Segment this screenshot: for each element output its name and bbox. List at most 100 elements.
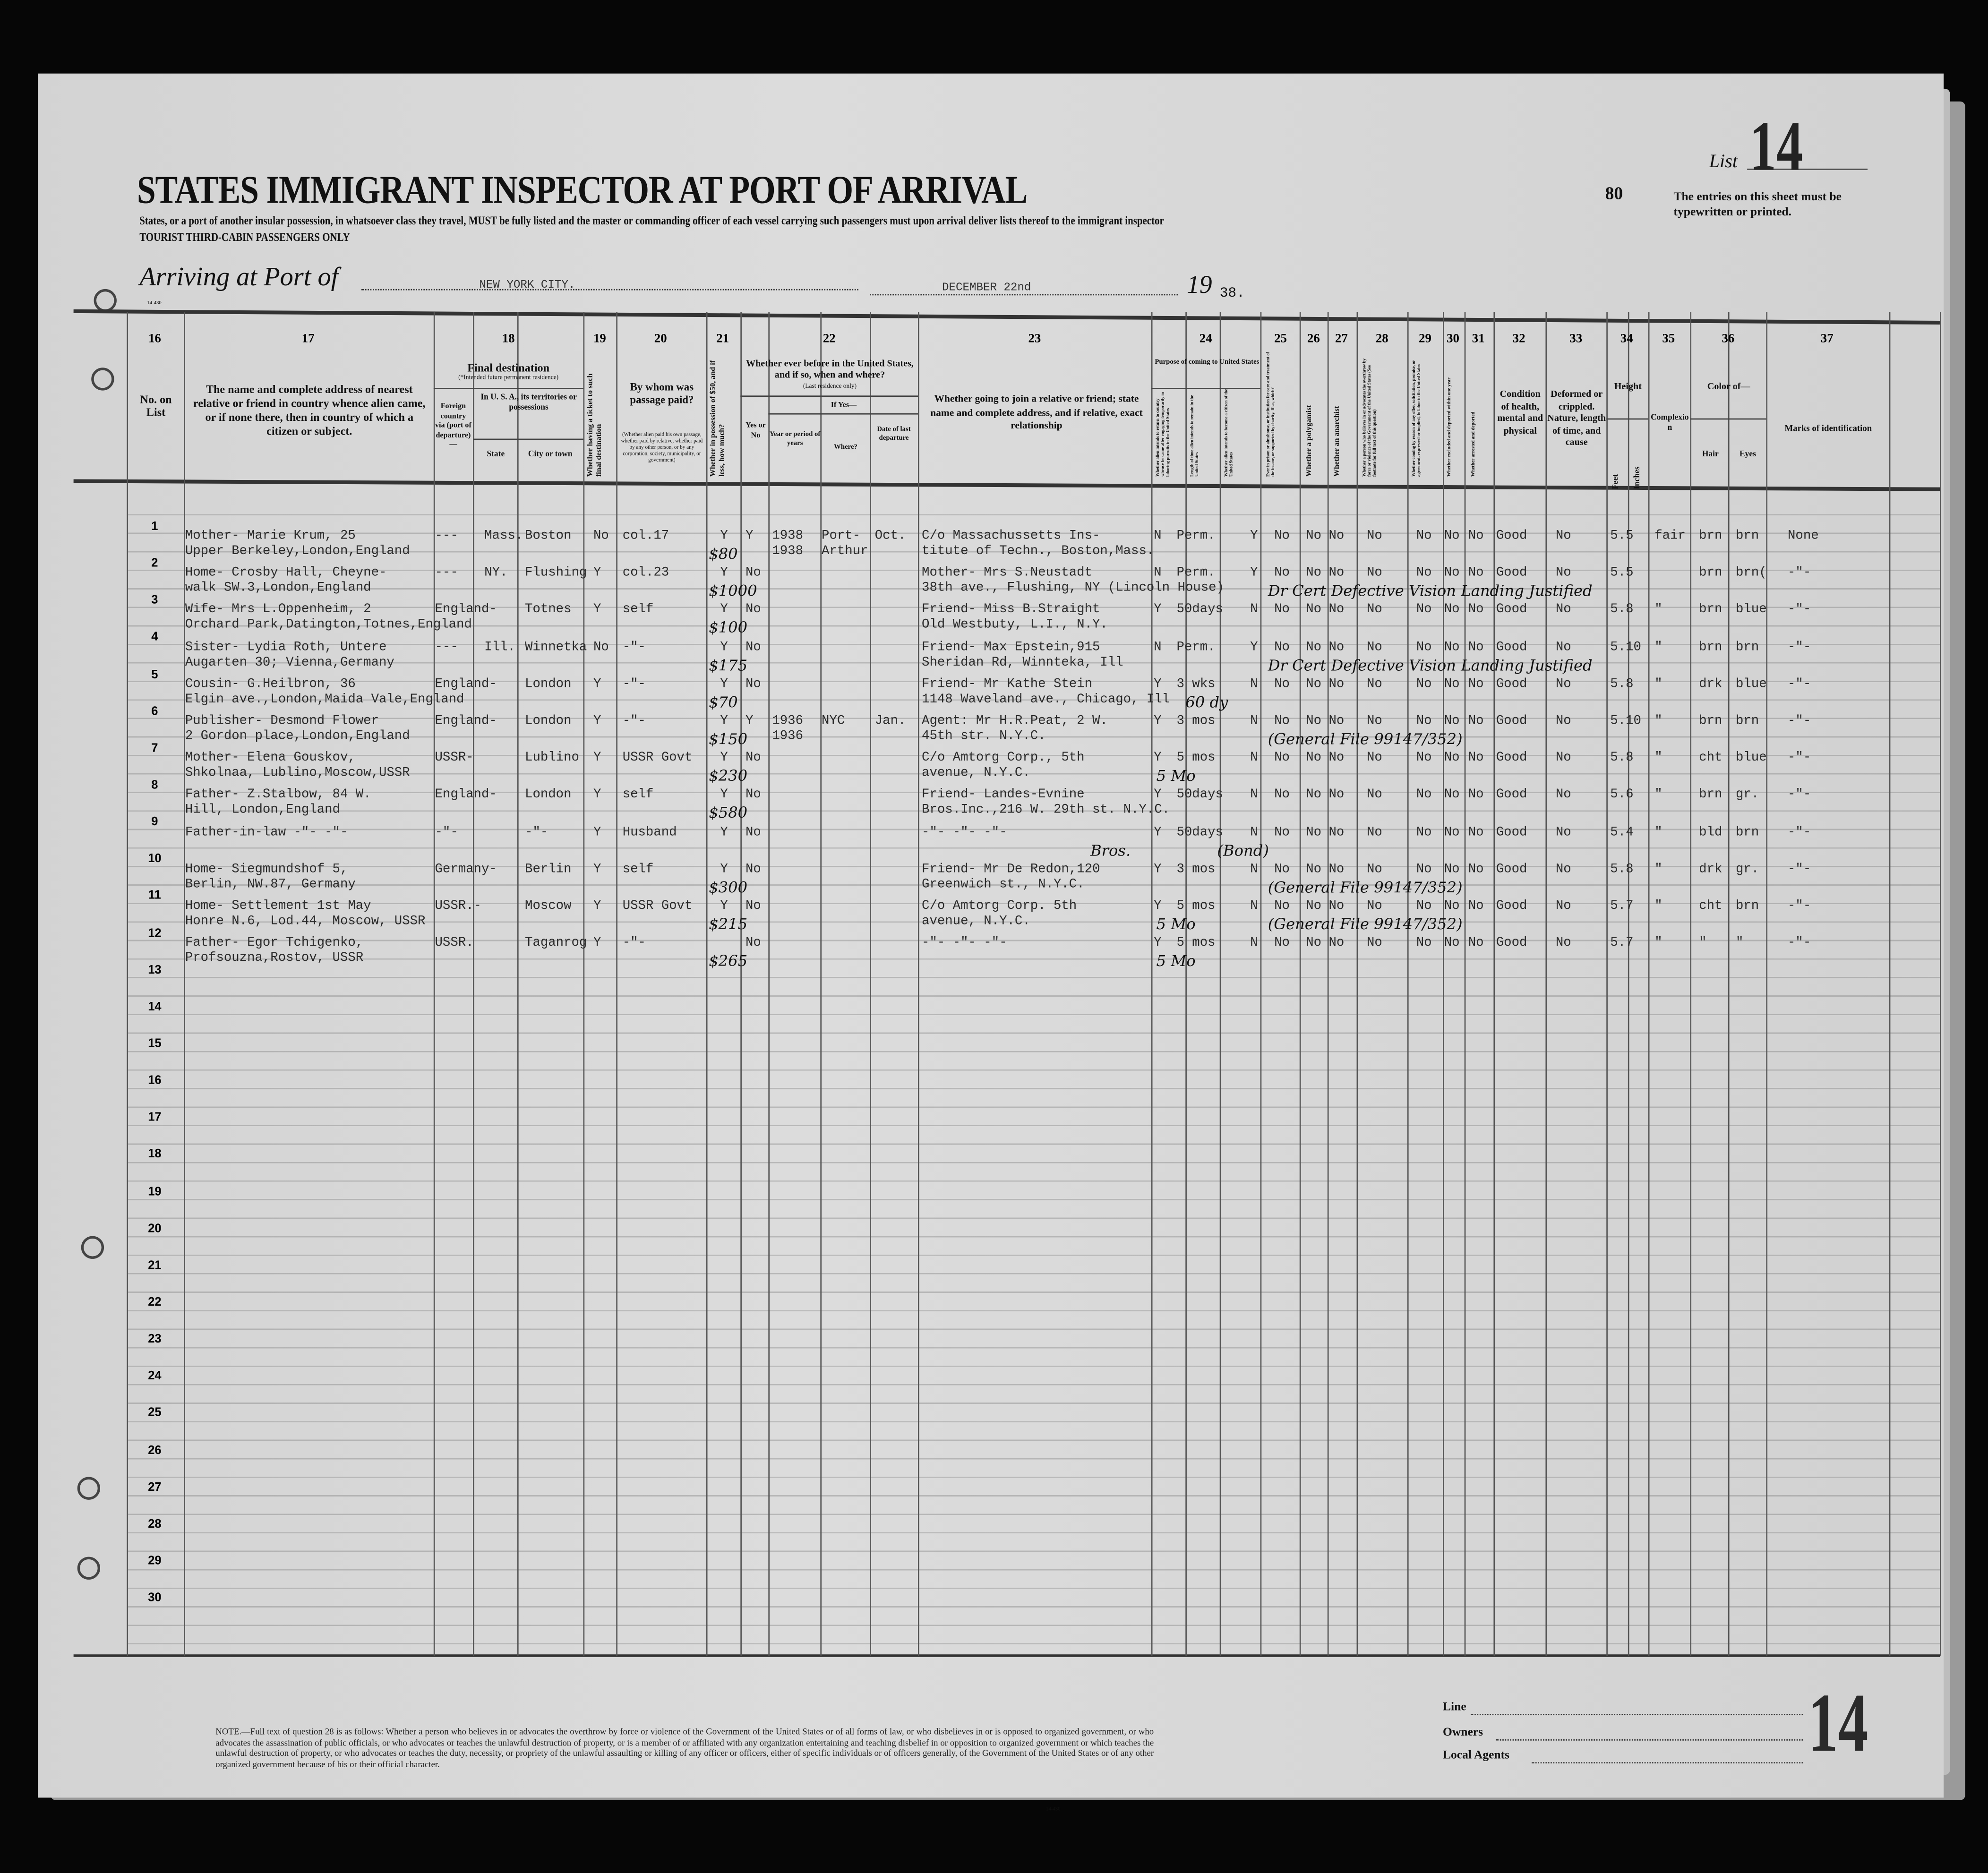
cell-p-c: N (1250, 937, 1258, 951)
cell-paid-by: self (622, 863, 654, 877)
handwritten-money-amount: $175 (709, 656, 748, 674)
handwritten-money-amount: $80 (709, 545, 738, 563)
cell-height: 5.4 (1610, 826, 1634, 840)
cell-before: No (746, 789, 761, 803)
column-divider (1219, 312, 1221, 1656)
column-number: 30 (1447, 332, 1459, 346)
cell-q29: No (1416, 863, 1432, 877)
cell-q28: No (1367, 789, 1382, 803)
cell-state: Ill. (484, 641, 515, 655)
cell-p-b: Perm. (1176, 567, 1216, 581)
cell-departure: Jan. (874, 715, 906, 729)
cell-years-0: 1936 (772, 715, 804, 729)
cell-before: No (746, 826, 761, 840)
cell-q30: No (1444, 863, 1460, 877)
cell-q25: No (1274, 678, 1290, 692)
cell-marks: -"- (1788, 567, 1811, 581)
cell-joining-1: 38th ave., Flushing, NY (Lincoln House) (922, 582, 1224, 596)
handwritten-duration: 5 Mo (1156, 952, 1196, 970)
cell-years-1: 1936 (772, 730, 804, 744)
cell-money-flag: Y (720, 826, 728, 840)
handwritten-money-amount: $100 (709, 619, 748, 637)
cell-q30: No (1444, 752, 1460, 766)
cell-joining-1: avenue, N.Y.C. (922, 767, 1030, 781)
header-subrule (768, 413, 918, 415)
column-divider (1407, 312, 1409, 1656)
row-number: 26 (148, 1443, 162, 1457)
row-number: 22 (148, 1295, 162, 1310)
header-col-31: Whether arrested and deported (1471, 411, 1476, 477)
header-subrule (740, 395, 918, 397)
cell-complexion: " (1654, 937, 1662, 951)
port-value: NEW YORK CITY. (479, 279, 575, 292)
header-col-36-hair: Hair (1702, 450, 1719, 459)
date-value: DECEMBER 22nd (942, 281, 1031, 294)
cell-eyes: brn (1735, 826, 1759, 840)
row-number: 25 (148, 1406, 162, 1420)
page-title: STATES IMMIGRANT INSPECTOR AT PORT OF AR… (137, 167, 1028, 212)
cell-q29: No (1416, 604, 1432, 618)
row-number: 4 (151, 630, 158, 645)
column-divider (1327, 312, 1329, 1656)
cell-joining-1: 45th str. N.Y.C. (922, 730, 1046, 744)
cell-q28: No (1367, 863, 1382, 877)
cell-deformed: No (1555, 900, 1571, 914)
handwritten-bros: Bros. (1090, 841, 1131, 860)
cell-eyes: brn( (1735, 567, 1767, 581)
cell-hair: brn (1699, 604, 1722, 618)
column-number: 31 (1472, 332, 1485, 346)
cell-q27: No (1328, 567, 1345, 581)
entries-note: The entries on this sheet must be typewr… (1673, 191, 1842, 220)
cell-relative-1: 2 Gordon place,London,England (185, 730, 410, 744)
cell-height: 5.8 (1610, 752, 1634, 766)
cell-money-flag: Y (720, 863, 728, 877)
cell-deformed: No (1555, 678, 1571, 692)
cell-paid-by: -"- (622, 641, 646, 655)
cell-complexion: " (1654, 863, 1662, 877)
cell-complexion: " (1654, 789, 1662, 803)
cell-p-c: N (1250, 789, 1258, 803)
row-number: 27 (148, 1480, 162, 1495)
cell-paid-by: USSR Govt (622, 752, 693, 766)
cell-foreign: USSR- (435, 752, 474, 766)
cell-deformed: No (1555, 715, 1571, 729)
cell-q25: No (1274, 530, 1290, 544)
cell-q25: No (1274, 900, 1290, 914)
column-number: 34 (1620, 332, 1633, 346)
cell-before: No (746, 641, 761, 655)
cell-ticket: Y (593, 715, 601, 729)
cell-foreign: England- (435, 678, 497, 692)
cell-marks: -"- (1788, 937, 1811, 951)
cell-joining-1: titute of Techn., Boston,Mass. (922, 545, 1155, 559)
cell-health: Good (1496, 937, 1527, 951)
cell-joining-1: Bros.Inc.,216 W. 29th st. N.Y.C. (922, 804, 1170, 819)
header-col-24-c: Whether alien intends to become a citize… (1223, 389, 1234, 477)
column-number: 17 (301, 332, 315, 346)
cell-q27: No (1328, 752, 1345, 766)
cell-ticket: Y (593, 937, 601, 951)
cell-joining-0: Friend- Miss B.Straight (922, 604, 1100, 618)
cell-q26: No (1306, 715, 1322, 729)
cell-city: Moscow (525, 900, 572, 914)
cell-deformed: No (1555, 567, 1571, 581)
cell-q29: No (1416, 567, 1432, 581)
column-number: 20 (654, 332, 667, 346)
local-agents-field (1531, 1762, 1803, 1764)
column-number: 36 (1722, 332, 1735, 346)
header-col-22-ifyes: If Yes— (831, 402, 857, 410)
local-agents-label: Local Agents (1443, 1749, 1509, 1762)
cell-relative-0: Mother- Marie Krum, 25 (185, 530, 356, 544)
cell-where-0: NYC (822, 715, 845, 729)
cell-q25: No (1274, 641, 1290, 655)
header-col-24-b: Length of time alien intends to remain i… (1189, 395, 1200, 477)
cell-relative-0: Cousin- G.Heilbron, 36 (185, 678, 356, 692)
cell-marks: -"- (1788, 789, 1811, 803)
header-col-22-where: Where? (834, 444, 857, 452)
column-number: 29 (1419, 332, 1431, 346)
sheet-number: 80 (1605, 185, 1623, 205)
handwritten-money-amount: $230 (709, 767, 748, 785)
header-col-19: Whether having a ticket to such final de… (587, 373, 604, 477)
cell-relative-1: Shkolnaa, Lublino,Moscow,USSR (185, 767, 410, 781)
cell-foreign: -"- (435, 826, 458, 840)
cell-health: Good (1496, 678, 1527, 692)
